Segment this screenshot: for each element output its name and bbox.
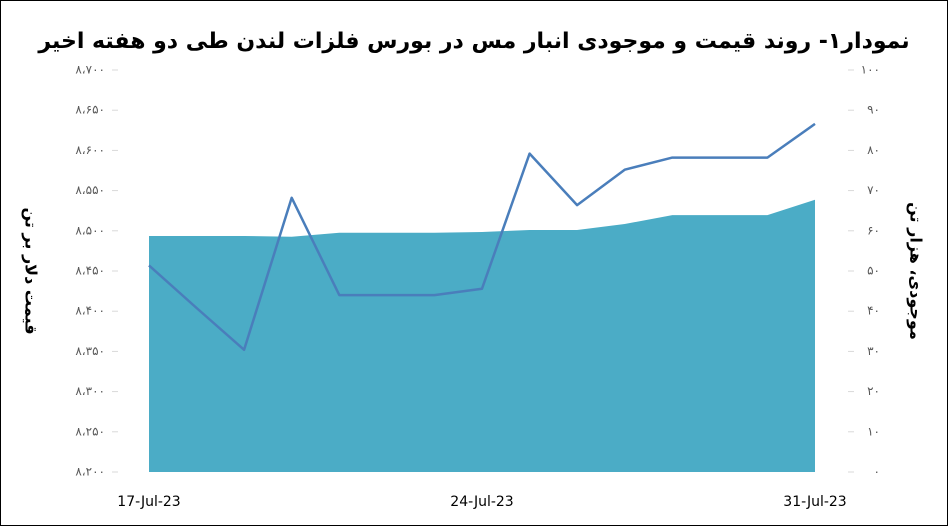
chart-title: نمودار۱- روند قیمت و موجودی انبار مس در … bbox=[37, 29, 909, 54]
y2-tick-label: ۷۰ bbox=[867, 183, 880, 197]
y-tick-label: ۸،۴۵۰ bbox=[75, 264, 105, 278]
y2-tick-label: ۸۰ bbox=[867, 143, 880, 157]
y-tick-label: ۸،۲۰۰ bbox=[75, 465, 105, 479]
y2-tick-label: ۲۰ bbox=[867, 384, 880, 398]
y2-tick-label: ۴۰ bbox=[867, 304, 880, 318]
y2-tick-label: ۱۰۰ bbox=[861, 63, 880, 77]
y-axis-label: قیمت دلار بر تن bbox=[22, 207, 41, 334]
y-tick-label: ۸،۷۰۰ bbox=[75, 63, 105, 77]
y-tick-label: ۸،۴۰۰ bbox=[75, 304, 105, 318]
y2-axis-label: موجودی، هزار تن bbox=[907, 202, 926, 340]
y2-tick-label: ۶۰ bbox=[867, 223, 880, 237]
y-tick-label: ۸،۲۵۰ bbox=[75, 424, 105, 438]
y-tick-label: ۸،۶۵۰ bbox=[75, 103, 105, 117]
y-tick-label: ۸،۳۰۰ bbox=[75, 384, 105, 398]
y-tick-label: ۸،۳۵۰ bbox=[75, 344, 105, 358]
y2-tick-label: ۳۰ bbox=[867, 344, 880, 358]
y2-tick-label: ۱۰ bbox=[867, 424, 880, 438]
y2-tick-label: ۹۰ bbox=[867, 103, 880, 117]
area bbox=[149, 199, 815, 473]
line bbox=[148, 122, 816, 352]
x-tick-label: 24-Jul-23 bbox=[450, 494, 513, 510]
x-tick-label: 17-Jul-23 bbox=[117, 494, 180, 510]
y2-tick-label: ۰ bbox=[874, 465, 880, 479]
x-tick-label: 31-Jul-23 bbox=[783, 494, 846, 510]
y-tick-label: ۸،۵۰۰ bbox=[75, 223, 105, 237]
y-tick-label: ۸،۶۰۰ bbox=[75, 143, 105, 157]
y-tick-label: ۸،۵۵۰ bbox=[75, 183, 105, 197]
y2-tick-label: ۵۰ bbox=[867, 264, 880, 278]
